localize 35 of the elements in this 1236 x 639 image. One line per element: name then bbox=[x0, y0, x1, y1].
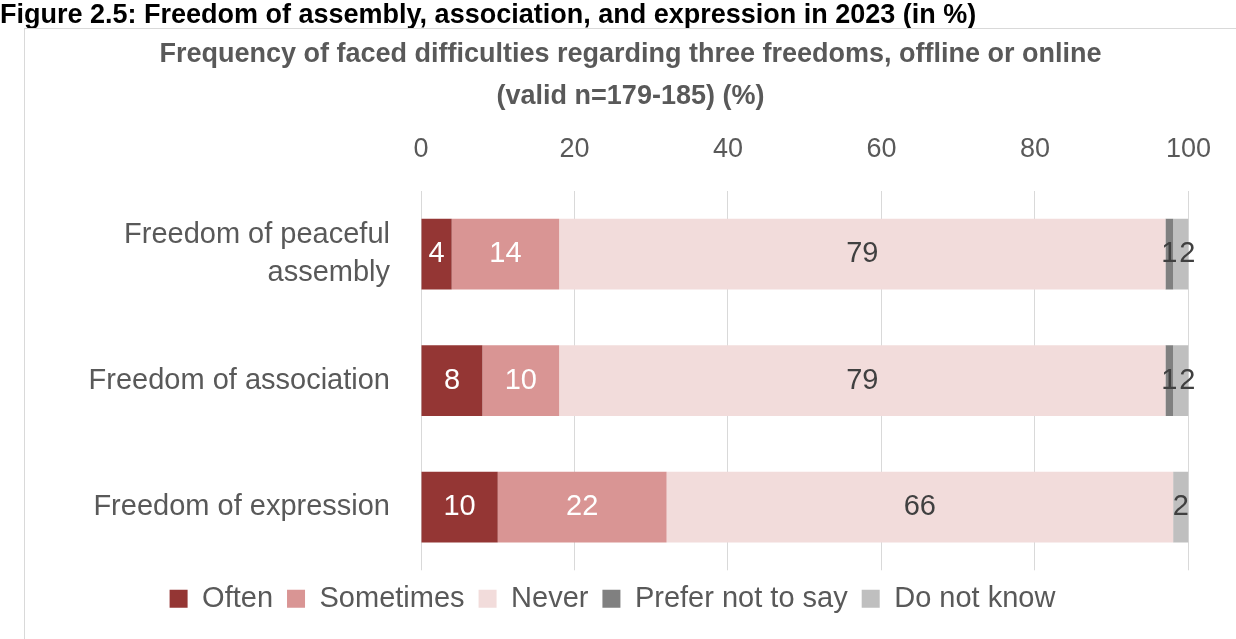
x-tick-label: 60 bbox=[866, 133, 897, 164]
y-tick-label: Freedom of expression bbox=[93, 489, 390, 522]
bar bbox=[482, 345, 560, 417]
bar bbox=[421, 218, 452, 290]
x-tick-label: 80 bbox=[1019, 133, 1050, 164]
data-label: 2 bbox=[1172, 489, 1189, 522]
y-tick-label: Freedom of peaceful assembly bbox=[124, 217, 391, 288]
bar bbox=[421, 345, 483, 417]
data-label: 8 bbox=[443, 362, 461, 395]
x-tick-label: 0 bbox=[413, 133, 429, 164]
legend-label: Sometimes bbox=[319, 580, 465, 613]
bar bbox=[497, 471, 667, 543]
bar bbox=[666, 471, 1174, 543]
data-label: 14 bbox=[489, 236, 522, 269]
legend-label: Prefer not to say bbox=[634, 580, 849, 613]
legend-label: Never bbox=[511, 580, 589, 613]
data-label: 66 bbox=[903, 489, 936, 522]
bar bbox=[421, 471, 498, 543]
chart-title: Figure 2.5: Freedom of assembly, association, and expression in 2023 (in %) bbox=[0, 0, 977, 29]
y-tick-label: Freedom of association bbox=[88, 362, 390, 395]
legend-label: Do not know bbox=[894, 580, 1057, 613]
legend-label: Often bbox=[202, 580, 274, 613]
bar bbox=[451, 218, 560, 290]
data-label: 4 bbox=[428, 236, 445, 269]
data-label: 2 bbox=[1179, 362, 1196, 395]
data-label: 10 bbox=[504, 362, 537, 395]
data-label: 79 bbox=[846, 236, 879, 269]
data-label: 2 bbox=[1179, 236, 1196, 269]
x-tick-label: 100 bbox=[1165, 133, 1212, 164]
x-tick-label: 20 bbox=[559, 133, 590, 164]
data-label: 79 bbox=[846, 362, 879, 395]
data-label: 22 bbox=[566, 489, 599, 522]
data-label: 10 bbox=[443, 489, 476, 522]
chart-subtitle: Frequency of faced difficulties regarding three freedoms, offline or online (valid n=179-185) (%) bbox=[158, 37, 1103, 112]
x-tick-label: 40 bbox=[712, 133, 744, 164]
